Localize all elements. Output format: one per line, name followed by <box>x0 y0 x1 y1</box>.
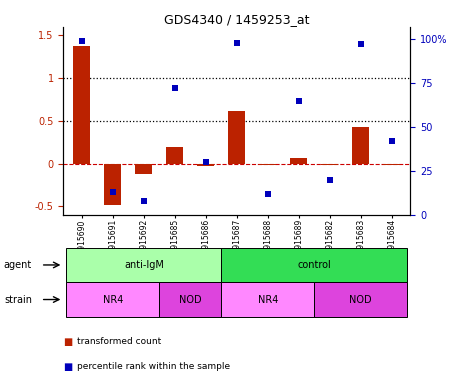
Text: NR4: NR4 <box>103 295 123 305</box>
Text: NOD: NOD <box>349 295 372 305</box>
Text: control: control <box>297 260 331 270</box>
Text: NR4: NR4 <box>257 295 278 305</box>
Text: percentile rank within the sample: percentile rank within the sample <box>77 362 230 371</box>
Bar <box>221 282 314 317</box>
Bar <box>67 248 221 282</box>
Text: transformed count: transformed count <box>77 337 162 346</box>
Bar <box>73 46 91 164</box>
Bar <box>159 282 221 317</box>
Bar <box>383 164 401 166</box>
Bar <box>197 164 214 166</box>
Bar <box>259 164 276 166</box>
Text: strain: strain <box>4 295 32 305</box>
Bar <box>105 164 121 205</box>
Bar <box>352 127 369 164</box>
Bar <box>221 248 407 282</box>
Bar <box>290 158 307 164</box>
Text: ■: ■ <box>63 337 73 347</box>
Text: ■: ■ <box>63 362 73 372</box>
Bar <box>321 164 338 165</box>
Bar <box>136 164 152 174</box>
Text: agent: agent <box>4 260 32 270</box>
Bar <box>228 111 245 164</box>
Title: GDS4340 / 1459253_at: GDS4340 / 1459253_at <box>164 13 310 26</box>
Bar <box>166 147 183 164</box>
Text: anti-IgM: anti-IgM <box>124 260 164 270</box>
Bar <box>67 282 159 317</box>
Text: NOD: NOD <box>179 295 202 305</box>
Bar <box>314 282 407 317</box>
